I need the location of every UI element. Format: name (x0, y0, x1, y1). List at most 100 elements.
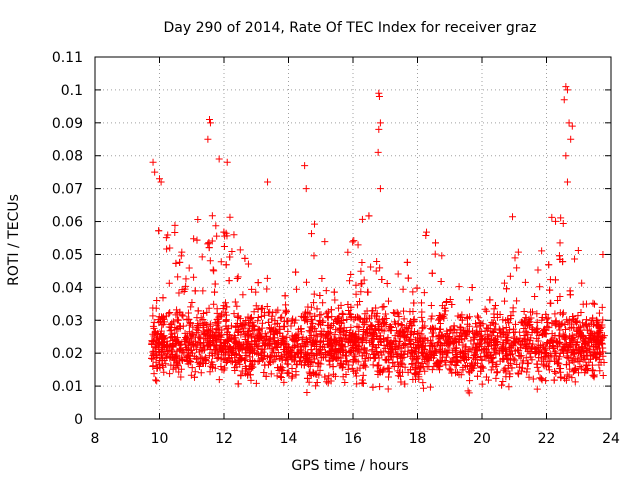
data-point (459, 354, 467, 362)
data-point (155, 348, 163, 356)
data-point (599, 334, 607, 342)
data-point (567, 354, 575, 362)
data-point (368, 307, 376, 315)
data-point (432, 360, 440, 368)
data-point (554, 297, 562, 305)
data-point (254, 313, 262, 321)
data-point (149, 337, 157, 345)
data-point (384, 297, 392, 305)
data-point (276, 373, 284, 381)
data-point (370, 354, 378, 362)
data-point (319, 317, 327, 325)
x-tick-label: 22 (538, 431, 556, 447)
data-point (185, 351, 193, 359)
data-point (374, 318, 382, 326)
data-point (514, 369, 522, 377)
data-point (280, 323, 288, 331)
data-point (520, 336, 528, 344)
data-point (403, 333, 411, 341)
data-point (330, 288, 338, 296)
data-point (451, 347, 459, 355)
data-point (267, 370, 275, 378)
data-point (259, 356, 267, 364)
data-point (422, 231, 430, 239)
data-point (157, 327, 165, 335)
data-point (338, 309, 346, 317)
y-tick-label: 0.02 (52, 346, 83, 362)
data-point (151, 168, 159, 176)
data-point (205, 304, 213, 312)
data-point (468, 284, 476, 292)
data-point (337, 336, 345, 344)
data-point (149, 363, 157, 371)
data-point (191, 352, 199, 360)
data-point (567, 135, 575, 143)
data-point (166, 354, 174, 362)
data-point (222, 317, 230, 325)
data-point (590, 300, 598, 308)
data-point (555, 340, 563, 348)
data-point (470, 352, 478, 360)
data-point (400, 350, 408, 358)
data-point (493, 368, 501, 376)
data-point (176, 323, 184, 331)
data-point (513, 264, 521, 272)
data-point (204, 327, 212, 335)
data-point (313, 370, 321, 378)
data-point (438, 252, 446, 260)
data-point (347, 314, 355, 322)
data-point (563, 371, 571, 379)
data-point (396, 344, 404, 352)
data-point (582, 366, 590, 374)
data-point (247, 376, 255, 384)
data-point (177, 373, 185, 381)
data-point (264, 342, 272, 350)
data-point (226, 347, 234, 355)
data-point (222, 261, 230, 269)
data-point (349, 238, 357, 246)
data-point (191, 368, 199, 376)
data-point (451, 353, 459, 361)
data-point (259, 339, 267, 347)
data-point (408, 359, 416, 367)
data-point (502, 350, 510, 358)
data-point (446, 326, 454, 334)
data-point (455, 333, 463, 341)
data-point (599, 372, 607, 380)
data-point (452, 369, 460, 377)
data-point (423, 228, 431, 236)
data-point (522, 354, 530, 362)
data-point (171, 221, 179, 229)
data-point (263, 302, 271, 310)
data-point (238, 346, 246, 354)
data-point (313, 305, 321, 313)
data-point (307, 303, 315, 311)
y-tick-label: 0.07 (52, 182, 83, 198)
data-point (328, 322, 336, 330)
data-point (149, 158, 157, 166)
data-point (526, 348, 534, 356)
x-tick-label: 10 (151, 431, 169, 447)
data-point (324, 340, 332, 348)
data-point (390, 362, 398, 370)
data-point (303, 351, 311, 359)
data-point (178, 248, 186, 256)
data-point (417, 363, 425, 371)
data-point (418, 360, 426, 368)
data-point (223, 158, 231, 166)
data-point (244, 371, 252, 379)
data-point (420, 356, 428, 364)
data-point (566, 338, 574, 346)
data-point (288, 332, 296, 340)
data-point (427, 341, 435, 349)
data-point (352, 330, 360, 338)
data-point (331, 331, 339, 339)
data-point (529, 375, 537, 383)
data-point (568, 320, 576, 328)
data-point (232, 323, 240, 331)
y-tick-label: 0.09 (52, 116, 83, 132)
data-point (506, 370, 514, 378)
data-point (166, 327, 174, 335)
data-point (211, 346, 219, 354)
data-point (223, 303, 231, 311)
